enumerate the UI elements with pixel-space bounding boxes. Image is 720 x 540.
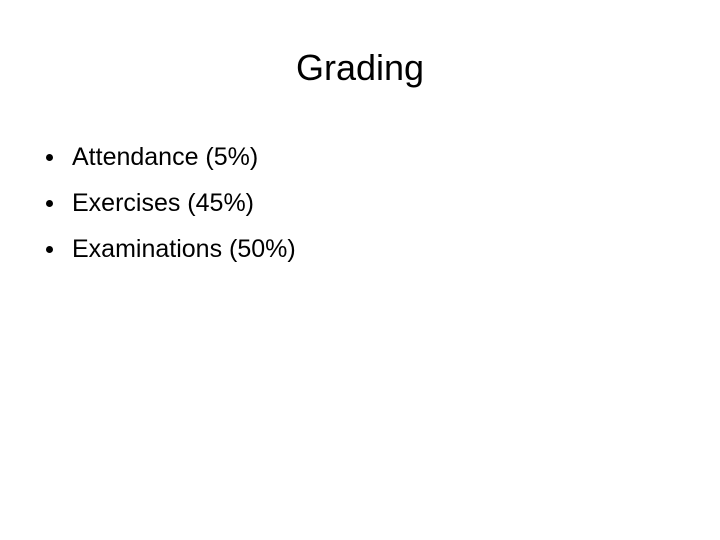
slide-title: Grading (295, 47, 425, 88)
bullet-item: Exercises (45%) (44, 180, 296, 226)
bullet-list: Attendance (5%) Exercises (45%) Examinat… (44, 134, 296, 272)
bullet-item: Attendance (5%) (44, 134, 296, 180)
bullet-item: Examinations (50%) (44, 226, 296, 272)
